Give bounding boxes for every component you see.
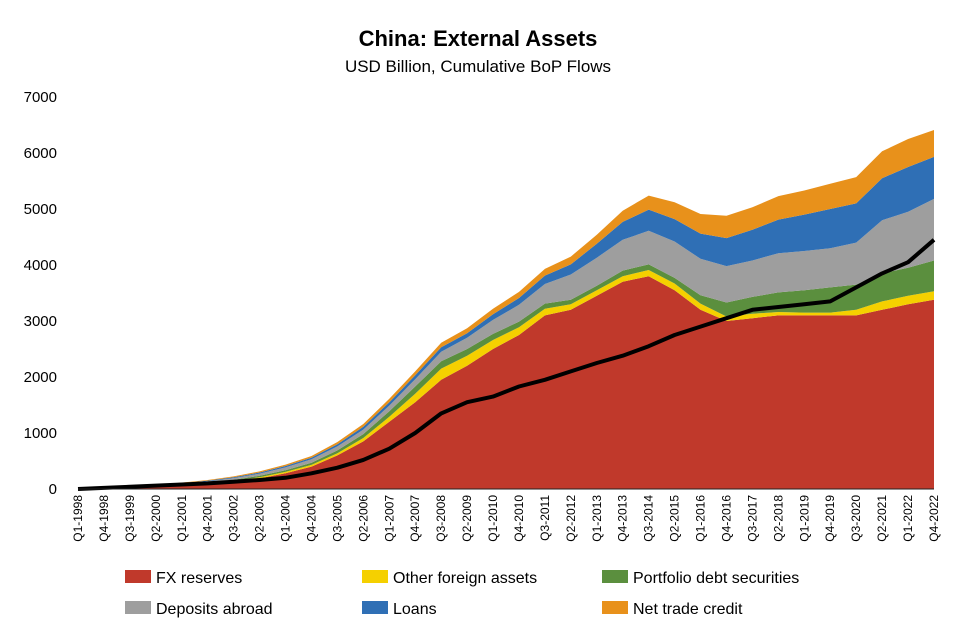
x-tick-label-19: Q2-2012	[564, 495, 578, 542]
legend-label-0: FX reserves	[156, 570, 242, 587]
y-tick-label-2: 2000	[24, 369, 57, 386]
y-axis: 0 1000 2000 3000 4000 5000 6000 7000	[24, 89, 57, 498]
x-tick-label-33: Q4-2022	[927, 495, 941, 542]
area-series-4	[78, 156, 934, 489]
x-tick-label-28: Q1-2019	[797, 495, 811, 542]
legend-label-2: Portfolio debt securities	[633, 570, 799, 587]
area-series-5	[78, 130, 934, 489]
x-tick-label-4: Q1-2001	[175, 495, 189, 542]
y-tick-label-3: 3000	[24, 313, 57, 330]
x-tick-label-22: Q3-2014	[642, 495, 656, 542]
x-tick-label-2: Q3-1999	[123, 495, 137, 542]
x-tick-label-32: Q1-2022	[901, 495, 915, 542]
legend: FX reserves Other foreign assets Portfolio…	[125, 570, 799, 618]
x-tick-label-1: Q4-1998	[97, 495, 111, 542]
legend-swatch-3	[125, 601, 151, 614]
stacked-areas	[78, 130, 934, 489]
legend-label-1: Other foreign assets	[393, 570, 537, 587]
x-tick-label-8: Q1-2004	[279, 495, 293, 542]
y-tick-label-4: 4000	[24, 257, 57, 274]
x-tick-label-20: Q1-2013	[590, 495, 604, 542]
area-series-0	[78, 276, 934, 489]
x-tick-label-24: Q1-2016	[694, 495, 708, 542]
area-series-3	[78, 198, 934, 489]
x-tick-label-13: Q4-2007	[408, 495, 422, 542]
x-tick-label-0: Q1-1998	[71, 495, 85, 542]
x-tick-label-27: Q2-2018	[771, 495, 785, 542]
y-tick-label-5: 5000	[24, 201, 57, 218]
x-tick-label-5: Q4-2001	[201, 495, 215, 542]
legend-swatch-4	[362, 601, 388, 614]
x-tick-label-30: Q3-2020	[849, 495, 863, 542]
x-tick-label-17: Q4-2010	[512, 495, 526, 542]
x-tick-label-29: Q4-2019	[823, 495, 837, 542]
x-tick-label-16: Q1-2010	[486, 495, 500, 542]
y-tick-label-0: 0	[49, 481, 57, 498]
legend-swatch-1	[362, 570, 388, 583]
chart-title: China: External Assets	[359, 26, 598, 51]
x-tick-label-31: Q2-2021	[875, 495, 889, 542]
total-line	[77, 238, 936, 491]
legend-label-3: Deposits abroad	[156, 601, 273, 618]
legend-swatch-2	[602, 570, 628, 583]
x-tick-label-23: Q2-2015	[668, 495, 682, 542]
y-tick-label-1: 1000	[24, 425, 57, 442]
chart-subtitle: USD Billion, Cumulative BoP Flows	[345, 57, 611, 76]
x-tick-label-10: Q3-2005	[330, 495, 344, 542]
x-tick-label-9: Q4-2004	[305, 495, 319, 542]
x-tick-label-7: Q2-2003	[253, 495, 267, 542]
total-line-layer	[77, 238, 936, 491]
x-tick-label-14: Q3-2008	[434, 495, 448, 542]
legend-label-5: Net trade credit	[633, 601, 743, 618]
legend-label-4: Loans	[393, 601, 437, 618]
legend-swatch-5	[602, 601, 628, 614]
x-tick-label-18: Q3-2011	[538, 495, 552, 541]
x-tick-label-12: Q1-2007	[382, 495, 396, 542]
x-tick-label-6: Q3-2002	[227, 495, 241, 542]
x-tick-label-11: Q2-2006	[356, 495, 370, 542]
legend-swatch-0	[125, 570, 151, 583]
x-tick-label-3: Q2-2000	[149, 495, 163, 542]
x-axis: Q1-1998 Q4-1998 Q3-1999 Q2-2000 Q1-2001 Q4-20…	[71, 488, 941, 542]
y-tick-label-6: 6000	[24, 145, 57, 162]
x-tick-label-15: Q2-2009	[460, 495, 474, 542]
y-tick-label-7: 7000	[24, 89, 57, 106]
x-tick-label-21: Q4-2013	[616, 495, 630, 542]
x-tick-label-25: Q4-2016	[720, 495, 734, 542]
x-tick-label-26: Q3-2017	[745, 495, 759, 542]
